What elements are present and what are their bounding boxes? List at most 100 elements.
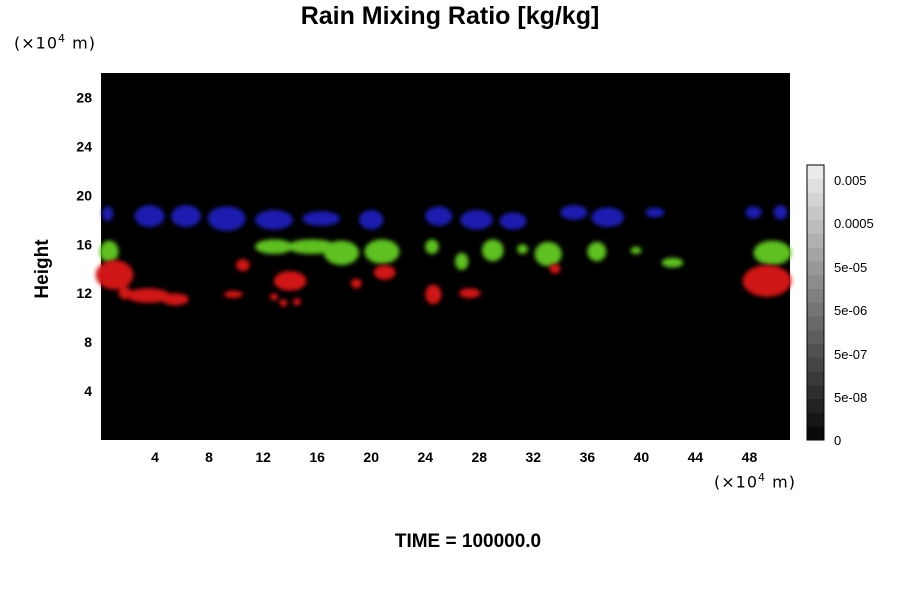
region-high-patch	[207, 206, 246, 231]
x-tick-label: 36	[580, 449, 596, 465]
region-low-patch	[742, 265, 792, 297]
region-low-patch	[279, 299, 288, 307]
region-mid-patch	[630, 246, 642, 255]
region-high-patch	[302, 211, 341, 226]
region-high	[102, 205, 788, 231]
y-axis-ticks: 4 8 12 16 20 24 28	[76, 89, 92, 399]
region-low-patch	[126, 288, 170, 303]
colorbar-frame	[806, 164, 825, 441]
y-tick-label: 28	[76, 89, 92, 105]
region-mid-patch	[425, 239, 439, 255]
region-low-patch	[269, 293, 278, 301]
x-tick-label: 16	[309, 449, 325, 465]
region-low-patch	[425, 284, 442, 305]
x-tick-label: 32	[526, 449, 542, 465]
colorbar-tick-label: 5e-07	[834, 347, 867, 362]
colorbar-band	[807, 357, 824, 372]
colorbar-tick-label: 0	[834, 433, 841, 448]
x-axis-ticks: 4 8 12 16 20 24 28 32 36 40 44 48	[151, 449, 757, 465]
region-mid-patch	[661, 257, 684, 268]
x-tick-label: 48	[742, 449, 758, 465]
x-axis-unit: (×104 m)	[714, 471, 796, 492]
colorbar-band	[807, 316, 824, 331]
region-high-patch	[745, 206, 762, 219]
colorbar-band	[807, 302, 824, 317]
region-mid-patch	[323, 240, 360, 266]
region-mid-patch	[587, 241, 607, 262]
x-tick-label: 28	[471, 449, 487, 465]
colorbar-band	[807, 165, 824, 180]
region-low	[95, 258, 792, 307]
region-mid-patch	[481, 239, 504, 262]
colorbar-band	[807, 426, 824, 441]
colorbar-band	[807, 233, 824, 248]
colorbar-band	[807, 412, 824, 427]
x-tick-label: 20	[363, 449, 379, 465]
colorbar-tick-label: 5e-05	[834, 260, 867, 275]
region-low-patch	[273, 271, 307, 291]
region-mid-patch	[287, 239, 337, 255]
x-tick-label: 44	[688, 449, 704, 465]
region-high-patch	[359, 210, 384, 230]
region-high-patch	[499, 212, 527, 230]
region-mid-patch	[517, 244, 528, 255]
region-low-patch	[373, 265, 396, 280]
colorbar-band	[807, 206, 824, 221]
colorbar: 0.005 0.0005 5e-05 5e-06 5e-07 5e-08 0	[806, 164, 874, 448]
colorbar-tick-label: 0.0005	[834, 216, 874, 231]
plot-area	[101, 73, 790, 440]
region-mid-patch	[255, 239, 293, 255]
chart-title: Rain Mixing Ratio [kg/kg]	[300, 2, 600, 30]
region-high-patch	[460, 210, 493, 230]
colorbar-band	[807, 220, 824, 235]
x-tick-label: 4	[151, 449, 159, 465]
time-label: TIME = 100000.0	[394, 531, 542, 552]
y-tick-label: 12	[76, 285, 92, 301]
region-low-patch	[236, 258, 250, 272]
colorbar-band	[807, 275, 824, 290]
y-tick-label: 8	[84, 334, 92, 350]
region-high-patch	[773, 205, 788, 220]
colorbar-band	[807, 247, 824, 262]
region-low-patch	[459, 288, 481, 299]
y-tick-label: 20	[76, 187, 92, 203]
colorbar-band	[807, 261, 824, 276]
region-mid	[99, 239, 792, 270]
region-high-patch	[171, 205, 201, 228]
data-regions	[95, 205, 792, 307]
colorbar-band	[807, 385, 824, 400]
x-tick-label: 8	[205, 449, 213, 465]
region-mid-patch	[753, 240, 792, 266]
colorbar-band	[807, 330, 824, 345]
region-high-patch	[591, 207, 624, 228]
colorbar-tick-label: 5e-06	[834, 303, 867, 318]
region-low-patch	[223, 290, 243, 299]
region-high-patch	[645, 207, 665, 218]
region-low-patch	[292, 298, 301, 306]
x-tick-label: 24	[417, 449, 433, 465]
colorbar-tick-label: 5e-08	[834, 390, 867, 405]
region-mid-patch	[99, 240, 119, 263]
region-high-patch	[255, 210, 293, 230]
colorbar-band	[807, 288, 824, 303]
region-low-patch	[95, 260, 134, 290]
region-mid-patch	[534, 241, 562, 267]
region-high-patch	[560, 205, 588, 220]
y-tick-label: 16	[76, 236, 92, 252]
colorbar-band	[807, 398, 824, 413]
region-low-patch	[549, 263, 561, 274]
region-high-patch	[134, 205, 165, 228]
region-high-patch	[425, 206, 453, 226]
y-tick-label: 24	[76, 138, 92, 154]
y-axis-unit: (×104 m)	[14, 32, 96, 53]
colorbar-band	[807, 343, 824, 358]
region-low-patch	[161, 293, 189, 306]
region-mid-patch	[364, 239, 400, 264]
region-low-patch	[350, 278, 362, 289]
y-tick-label: 4	[84, 383, 92, 399]
x-tick-label: 12	[255, 449, 271, 465]
colorbar-tick-label: 0.005	[834, 173, 867, 188]
region-mid-patch	[454, 252, 469, 270]
colorbar-band	[807, 371, 824, 386]
